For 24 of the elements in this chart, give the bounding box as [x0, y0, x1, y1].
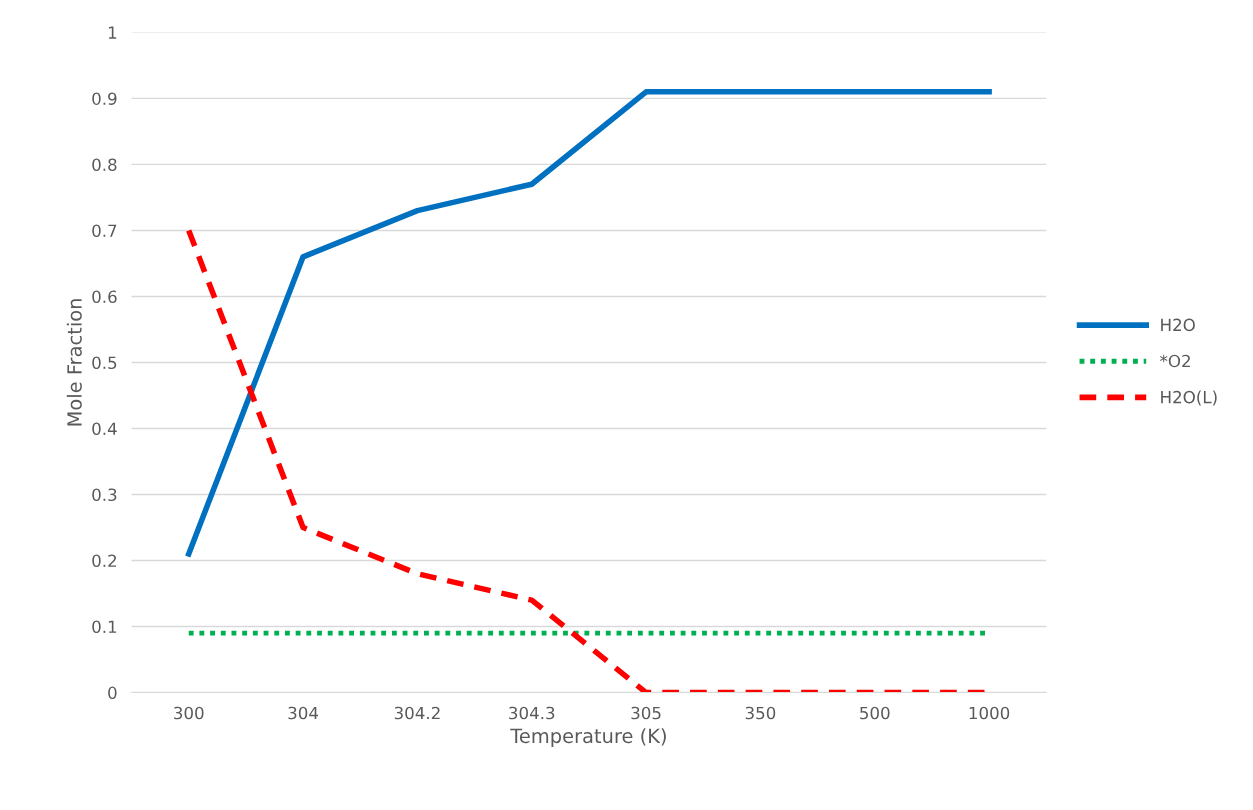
- y-tick-label: 0.5: [92, 356, 117, 370]
- y-tick-label: 0.9: [92, 92, 117, 105]
- y-axis-title: Mole Fraction: [66, 299, 82, 426]
- y-tick-label: 0.6: [92, 290, 117, 304]
- x-tick-label: 1000: [969, 706, 1010, 720]
- y-tick-label: 0.2: [92, 554, 117, 568]
- legend-label: H2O(L): [1161, 390, 1217, 406]
- x-tick-label: 305: [631, 706, 661, 720]
- y-tick-label: 1: [108, 26, 117, 39]
- y-tick-label: 0.4: [92, 422, 117, 436]
- y-tick-label: 0.3: [92, 488, 117, 502]
- legend-label: H2O: [1161, 318, 1195, 332]
- x-tick-label: 350: [745, 706, 776, 720]
- y-tick-label: 0.1: [92, 620, 117, 634]
- y-tick-label: 0.8: [92, 158, 117, 171]
- x-tick-label: 300: [174, 706, 204, 720]
- legend-label: *O2: [1160, 354, 1190, 368]
- x-axis-title: Temperature (K): [510, 728, 666, 747]
- y-tick-label: 0: [108, 686, 117, 700]
- x-tick-label: 500: [860, 706, 890, 720]
- x-tick-label: 304.3: [509, 706, 555, 720]
- x-tick-label: 304: [288, 706, 319, 720]
- y-tick-label: 0.7: [92, 224, 117, 238]
- x-tick-label: 304.2: [394, 706, 440, 720]
